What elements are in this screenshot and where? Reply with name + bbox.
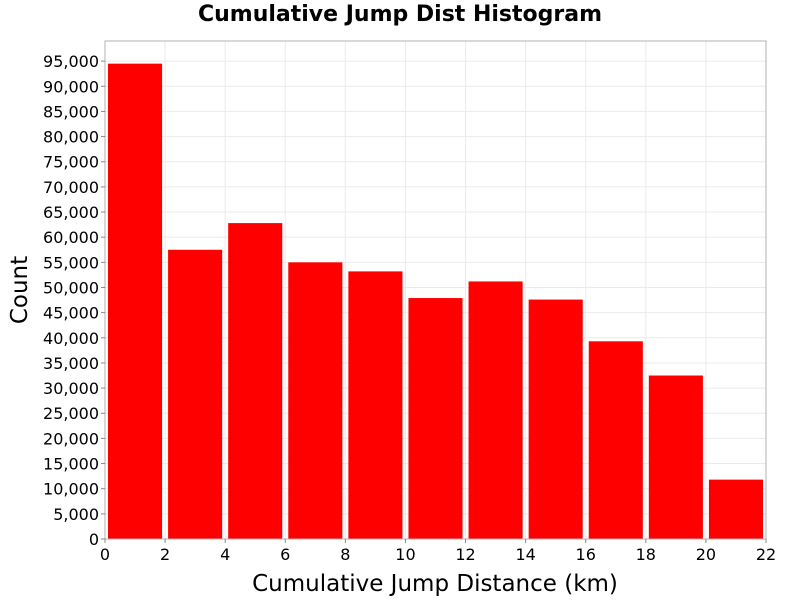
y-tick-label: 60,000 xyxy=(43,228,99,247)
chart-title: Cumulative Jump Dist Histogram xyxy=(197,2,603,27)
x-tick-label: 16 xyxy=(576,545,596,564)
bar xyxy=(348,271,403,539)
x-axis-ticks: 0 2 4 6 8 10 12 14 16 18 20 22 xyxy=(100,539,776,564)
bar xyxy=(468,281,523,539)
bar xyxy=(588,341,643,539)
x-tick-label: 10 xyxy=(395,545,415,564)
y-tick-label: 50,000 xyxy=(43,278,99,297)
bar xyxy=(168,249,223,539)
x-tick-label: 12 xyxy=(455,545,475,564)
x-tick-label: 20 xyxy=(696,545,716,564)
x-tick-label: 18 xyxy=(636,545,656,564)
y-tick-label: 90,000 xyxy=(43,77,99,96)
y-tick-label: 10,000 xyxy=(43,480,99,499)
y-tick-label: 25,000 xyxy=(43,404,99,423)
y-tick-label: 40,000 xyxy=(43,329,99,348)
y-tick-label: 75,000 xyxy=(43,153,99,172)
x-tick-label: 8 xyxy=(340,545,350,564)
bar xyxy=(708,479,763,539)
x-tick-label: 0 xyxy=(100,545,110,564)
bar xyxy=(528,299,583,539)
x-tick-label: 14 xyxy=(515,545,535,564)
bars xyxy=(108,63,763,540)
x-axis-label: Cumulative Jump Distance (km) xyxy=(252,571,618,597)
y-tick-label: 30,000 xyxy=(43,379,99,398)
y-tick-label: 95,000 xyxy=(43,52,99,71)
y-tick-label: 80,000 xyxy=(43,128,99,147)
y-tick-label: 5,000 xyxy=(53,505,99,524)
bar xyxy=(108,63,163,540)
y-tick-label: 55,000 xyxy=(43,253,99,272)
y-axis-ticks: 0 5,000 10,000 15,000 20,000 25,000 30,000 35,0… xyxy=(43,52,105,549)
y-tick-label: 70,000 xyxy=(43,178,99,197)
y-tick-label: 45,000 xyxy=(43,304,99,323)
y-axis-label: Count xyxy=(7,256,33,324)
y-tick-label: 35,000 xyxy=(43,354,99,373)
y-tick-label: 85,000 xyxy=(43,102,99,121)
y-tick-label: 0 xyxy=(89,530,99,549)
y-tick-label: 65,000 xyxy=(43,203,99,222)
x-tick-label: 4 xyxy=(220,545,230,564)
x-tick-label: 6 xyxy=(280,545,290,564)
x-tick-label: 2 xyxy=(160,545,170,564)
y-tick-label: 15,000 xyxy=(43,455,99,474)
bar xyxy=(648,375,703,539)
bar xyxy=(408,298,463,539)
bar xyxy=(228,223,283,539)
y-tick-label: 20,000 xyxy=(43,429,99,448)
x-tick-label: 22 xyxy=(756,545,776,564)
plot-border xyxy=(104,40,767,540)
bar xyxy=(288,262,343,539)
